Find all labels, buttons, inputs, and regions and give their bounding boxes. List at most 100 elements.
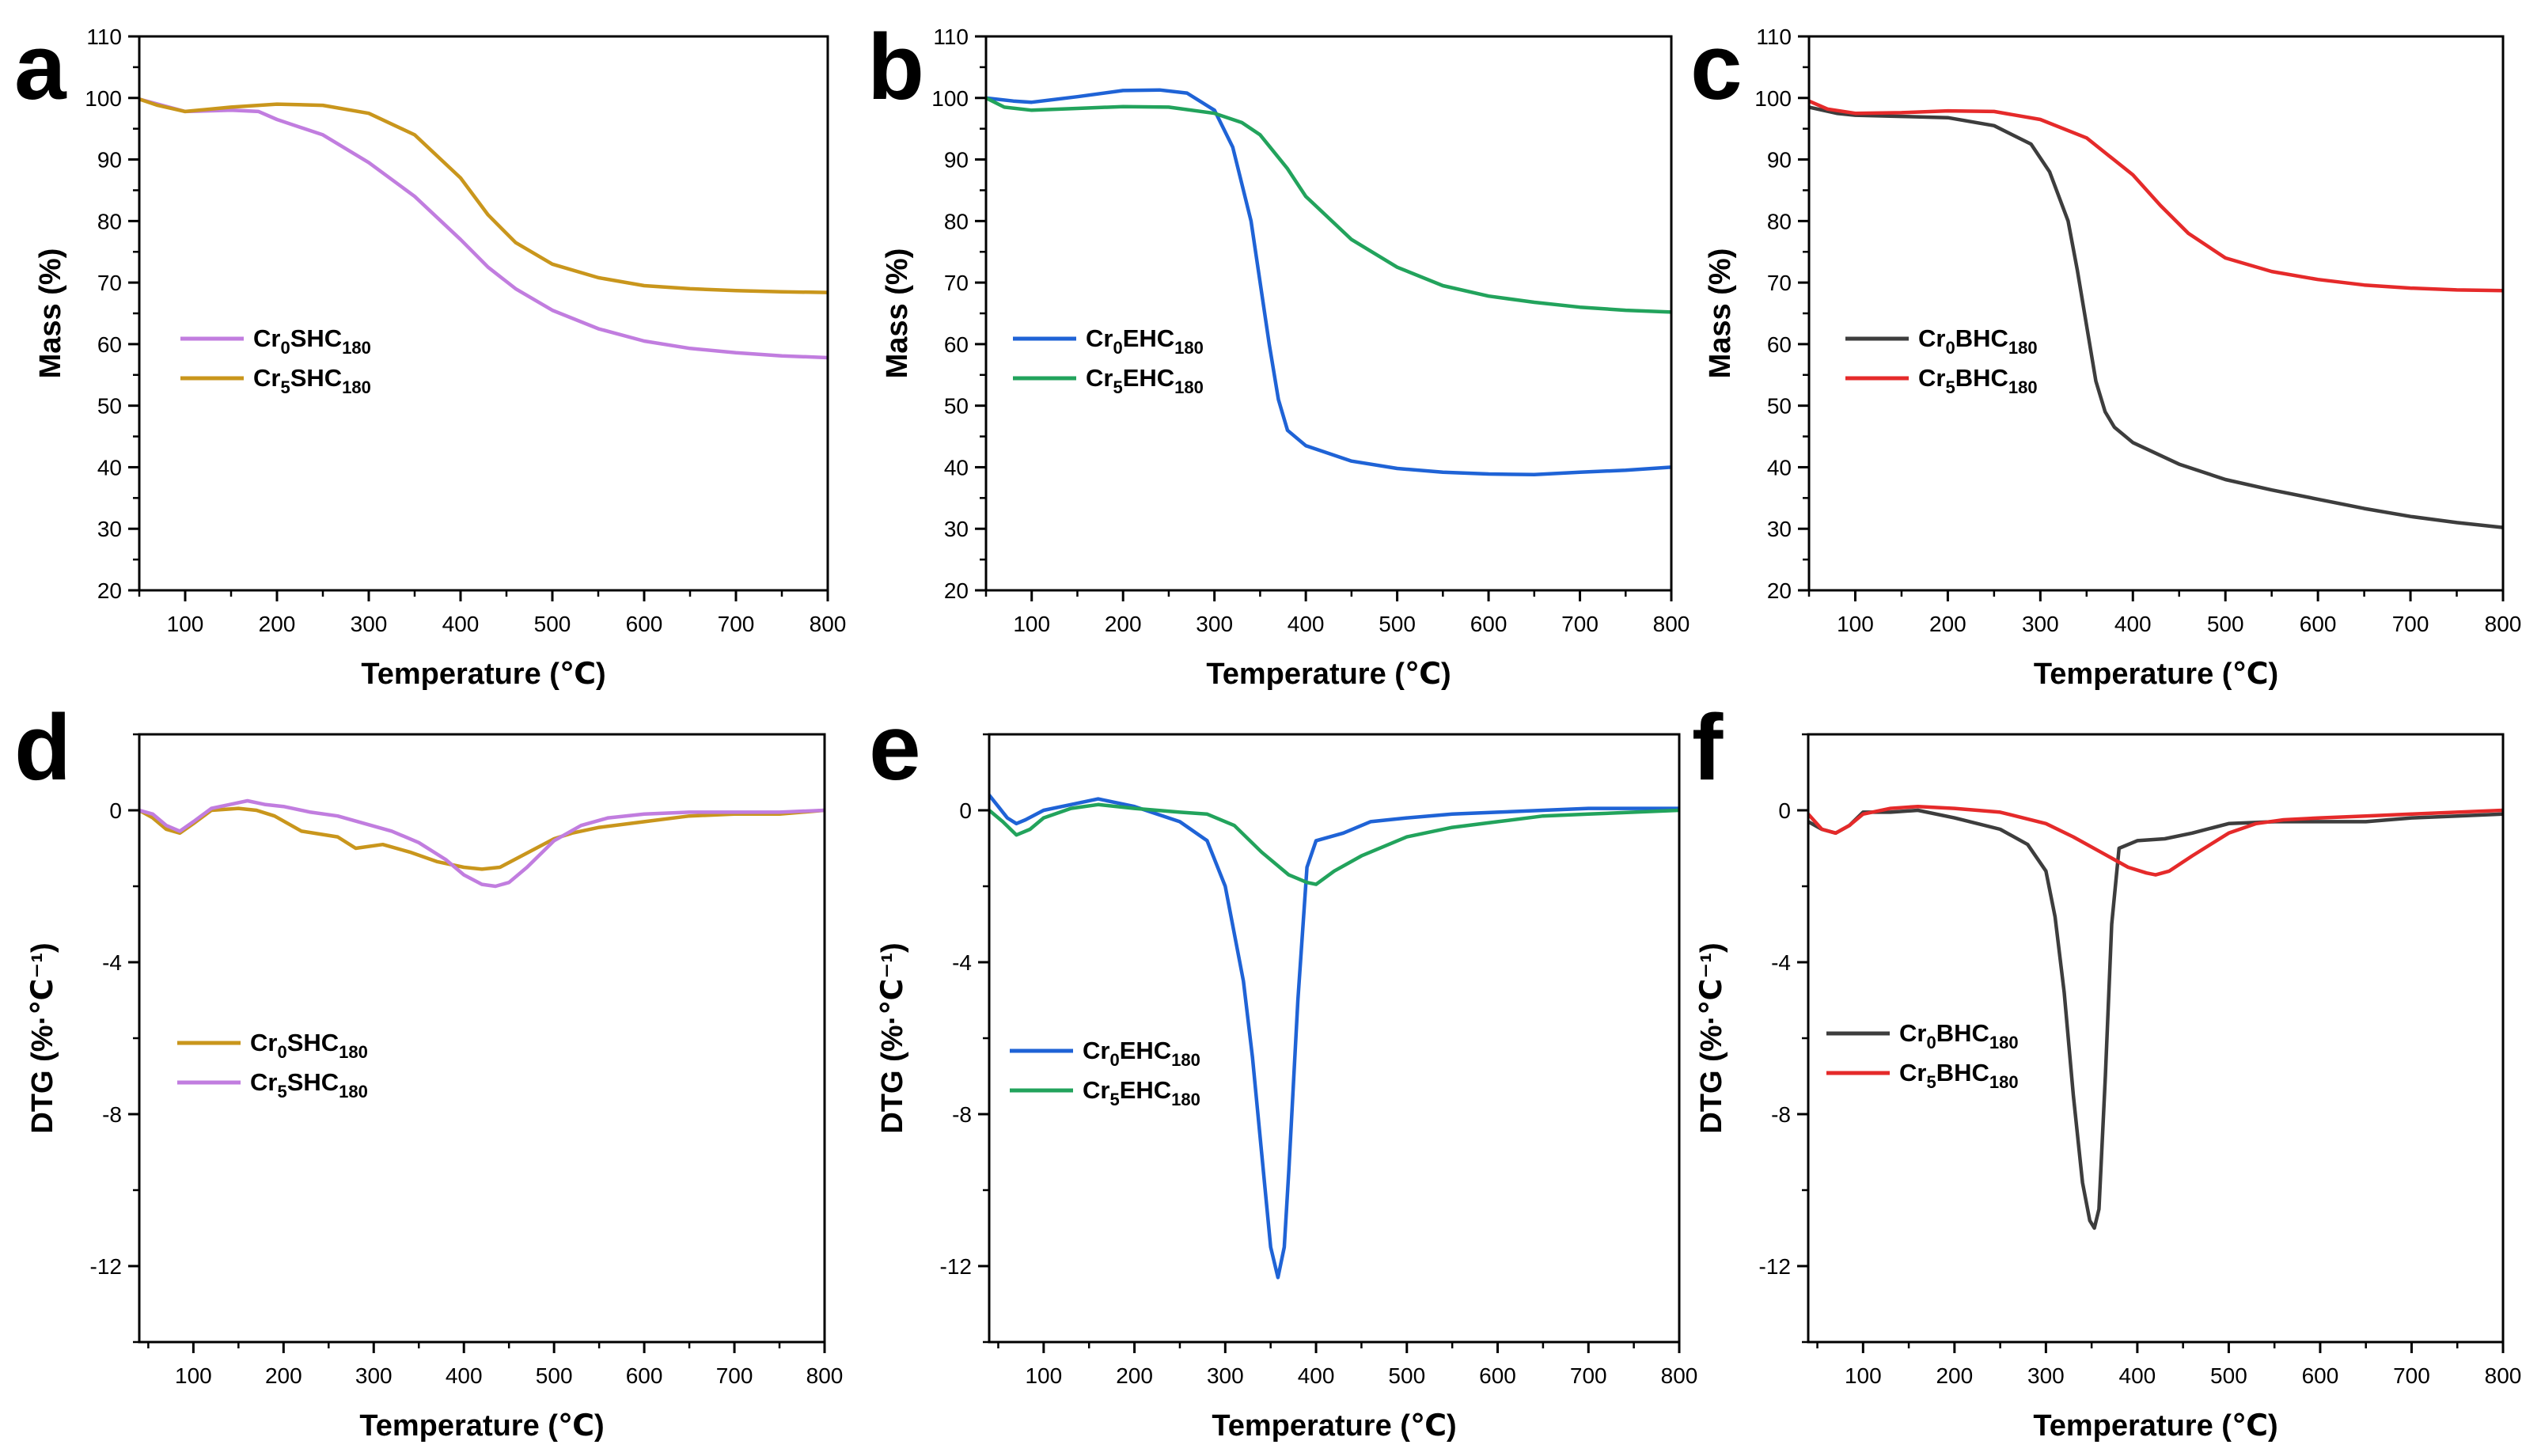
x-tick-label: 600: [2302, 1363, 2339, 1388]
legend-label: Cr5BHC180: [1899, 1059, 2019, 1092]
x-tick-label: 500: [534, 612, 571, 636]
x-tick-label: 800: [810, 612, 847, 636]
y-tick-label: -4: [952, 950, 972, 975]
series-line-Cr0SHC180: [139, 97, 828, 360]
panel-letter: b: [867, 15, 924, 119]
x-tick-label: 500: [1379, 612, 1416, 636]
legend-label: Cr5SHC180: [250, 1068, 368, 1101]
panel-letter: e: [869, 696, 921, 800]
x-tick-label: 100: [1845, 1363, 1882, 1388]
y-tick-label: 110: [1756, 25, 1792, 49]
y-tick-label: 100: [931, 86, 969, 111]
y-tick-label: 110: [933, 25, 969, 49]
series-group: [1809, 99, 2503, 529]
y-tick-label: 80: [97, 209, 122, 233]
x-tick-label: 200: [1116, 1363, 1153, 1388]
x-tick-label: 600: [626, 612, 663, 636]
y-tick-label: 70: [97, 271, 122, 295]
x-tick-label: 300: [2022, 612, 2059, 636]
y-tick-label: 30: [1767, 517, 1792, 541]
panel-d: d 100 200 300 400 500 600 700 800 0 -4 -8 -12 Tempera…: [14, 696, 843, 1443]
y-tick-label: 20: [944, 578, 969, 603]
y-tick-label: 100: [1754, 86, 1792, 111]
series-group: [1808, 804, 2503, 1230]
y-tick-label: -8: [1771, 1102, 1791, 1127]
x-tick-label: 500: [2207, 612, 2244, 636]
y-tick-label: 30: [97, 517, 122, 541]
x-tick-label: 700: [2393, 1363, 2430, 1388]
panel-e: e 100 200 300 400 500 600 700 800 0 -4 -8 -12 Tempera…: [869, 696, 1697, 1443]
y-tick-label: 0: [1778, 798, 1791, 823]
series-line-Cr0EHC180: [986, 88, 1671, 477]
plot-frame: [984, 35, 1673, 592]
x-tick-label: 200: [1929, 612, 1966, 636]
x-tick-label: 100: [167, 612, 204, 636]
x-tick-label: 800: [806, 1363, 844, 1388]
x-tick-label: 100: [175, 1363, 212, 1388]
y-tick-label: 100: [85, 86, 122, 111]
y-tick-label: 40: [1767, 455, 1792, 480]
y-tick-label: 0: [959, 798, 972, 823]
x-tick-label: 700: [718, 612, 755, 636]
series-line-Cr5EHC180: [989, 802, 1679, 886]
x-tick-label: 400: [2119, 1363, 2156, 1388]
legend-label: Cr0BHC180: [1918, 324, 2038, 358]
y-tick-label: -4: [102, 950, 122, 975]
y-axis-label: Mass (%): [1704, 248, 1737, 379]
y-tick-label: 70: [944, 271, 969, 295]
y-axis-label: DTG (%·℃⁻¹): [876, 942, 909, 1133]
series-line-Cr0BHC180: [1809, 105, 2503, 529]
x-tick-label: 500: [536, 1363, 573, 1388]
x-tick-label: 400: [442, 612, 480, 636]
plot-frame: [138, 733, 826, 1344]
y-axis-label: Mass (%): [881, 248, 914, 379]
y-tick-label: -12: [940, 1254, 972, 1279]
y-tick-label: 30: [944, 517, 969, 541]
series-group: [989, 793, 1679, 1280]
legend-label: Cr5BHC180: [1918, 364, 2038, 397]
y-tick-label: 60: [97, 332, 122, 357]
x-tick-label: 200: [259, 612, 296, 636]
y-tick-label: 70: [1767, 271, 1792, 295]
series-line-Cr5SHC180: [139, 798, 825, 889]
legend-label: Cr0SHC180: [253, 324, 371, 358]
x-tick-label: 800: [2485, 1363, 2522, 1388]
y-tick-label: 50: [944, 394, 969, 419]
y-tick-label: 50: [1767, 394, 1792, 419]
x-tick-label: 400: [1288, 612, 1325, 636]
x-axis-label: Temperature (℃): [2033, 1409, 2277, 1443]
x-axis-label: Temperature (℃): [2034, 658, 2278, 691]
x-tick-label: 700: [1561, 612, 1599, 636]
x-tick-label: 700: [2392, 612, 2429, 636]
x-tick-label: 100: [1837, 612, 1874, 636]
series-line-Cr5EHC180: [986, 96, 1671, 314]
plot-frame: [1807, 35, 2505, 592]
y-tick-label: 20: [97, 578, 122, 603]
y-tick-label: 90: [1767, 148, 1792, 173]
x-tick-label: 100: [1025, 1363, 1062, 1388]
x-tick-label: 800: [2485, 612, 2522, 636]
x-tick-label: 500: [1388, 1363, 1425, 1388]
y-tick-label: 90: [97, 148, 122, 173]
x-tick-label: 400: [446, 1363, 483, 1388]
y-tick-label: -12: [90, 1254, 122, 1279]
plot-frame: [138, 35, 829, 592]
panel-a: a 100 200 300 400 500 600 700 800 20 30 40 50 60 70 80 9…: [14, 15, 846, 691]
y-tick-label: -8: [102, 1102, 122, 1127]
x-tick-label: 100: [1013, 612, 1050, 636]
series-line-Cr0EHC180: [989, 793, 1679, 1280]
x-tick-label: 500: [2210, 1363, 2247, 1388]
panel-letter: c: [1690, 15, 1743, 119]
y-tick-label: 80: [1767, 209, 1792, 233]
x-axis-label: Temperature (℃): [361, 658, 605, 691]
y-tick-label: 60: [1767, 332, 1792, 357]
y-tick-label: -12: [1759, 1254, 1791, 1279]
x-tick-label: 200: [265, 1363, 302, 1388]
x-tick-label: 700: [1570, 1363, 1607, 1388]
y-tick-label: 0: [109, 798, 122, 823]
legend-label: Cr0EHC180: [1086, 324, 1204, 358]
panel-letter: f: [1692, 696, 1724, 800]
x-tick-label: 600: [626, 1363, 663, 1388]
series-line-Cr5BHC180: [1808, 804, 2503, 877]
